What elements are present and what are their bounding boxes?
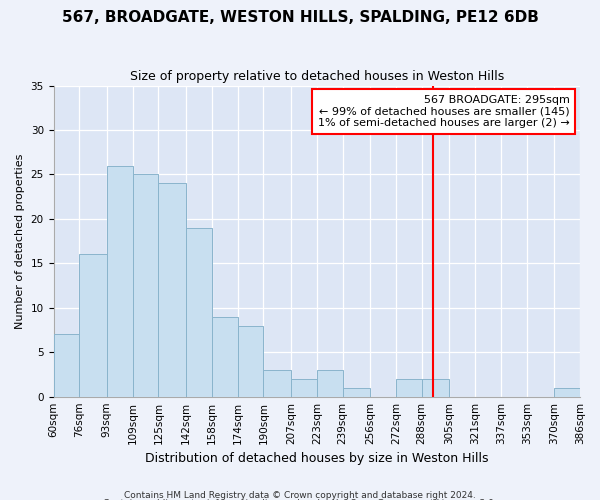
Bar	[133, 174, 158, 396]
X-axis label: Distribution of detached houses by size in Weston Hills: Distribution of detached houses by size …	[145, 452, 488, 465]
Bar	[212, 316, 238, 396]
Bar	[238, 326, 263, 396]
Y-axis label: Number of detached properties: Number of detached properties	[15, 154, 25, 329]
Text: Contains HM Land Registry data © Crown copyright and database right 2024.: Contains HM Land Registry data © Crown c…	[124, 490, 476, 500]
Bar	[396, 379, 422, 396]
Bar	[186, 228, 212, 396]
Text: 567 BROADGATE: 295sqm
← 99% of detached houses are smaller (145)
1% of semi-deta: 567 BROADGATE: 295sqm ← 99% of detached …	[318, 95, 569, 128]
Bar	[422, 379, 449, 396]
Bar	[263, 370, 291, 396]
Bar	[317, 370, 343, 396]
Title: Size of property relative to detached houses in Weston Hills: Size of property relative to detached ho…	[130, 70, 504, 83]
Bar	[53, 334, 79, 396]
Bar	[158, 184, 186, 396]
Text: Contains public sector information licensed under the Open Government Licence v3: Contains public sector information licen…	[103, 499, 497, 500]
Bar	[554, 388, 580, 396]
Bar	[79, 254, 107, 396]
Bar	[291, 379, 317, 396]
Bar	[107, 166, 133, 396]
Bar	[343, 388, 370, 396]
Text: 567, BROADGATE, WESTON HILLS, SPALDING, PE12 6DB: 567, BROADGATE, WESTON HILLS, SPALDING, …	[62, 10, 538, 25]
